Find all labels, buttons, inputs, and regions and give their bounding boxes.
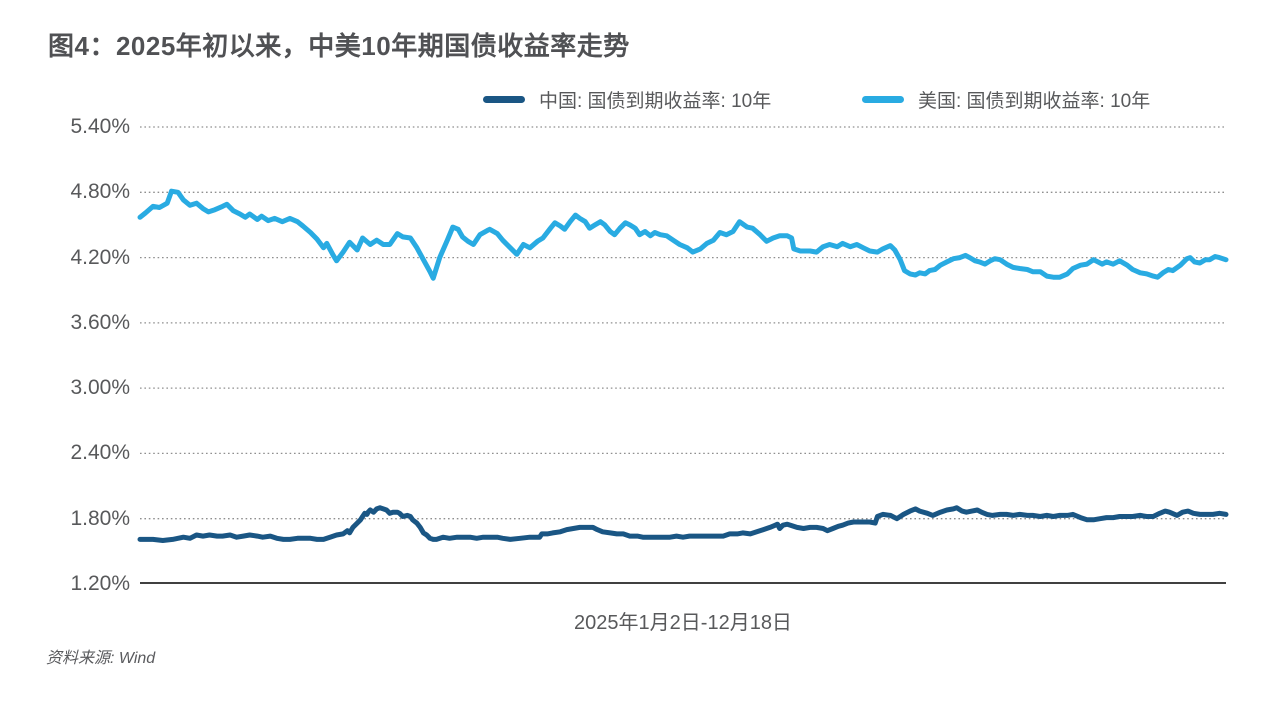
- page-title: 图4：2025年初以来，中美10年期国债收益率走势: [48, 31, 630, 61]
- x-axis-label: 2025年1月2日-12月18日: [574, 612, 792, 634]
- y-tick-label: 1.80%: [70, 506, 130, 530]
- legend-item-us: 美国: 国债到期收益率: 10年: [862, 87, 1151, 112]
- chart-plot-area: [137, 126, 1229, 584]
- line-chart-canvas: [137, 126, 1229, 584]
- legend-swatch-us-icon: [862, 95, 904, 103]
- legend-label-us: 美国: 国债到期收益率: 10年: [918, 90, 1151, 112]
- y-tick-label: 5.40%: [70, 115, 130, 138]
- y-axis-labels: 5.40% 4.80% 4.20% 3.60% 3.00% 2.40% 1.80…: [36, 115, 130, 595]
- y-tick-label: 1.20%: [70, 572, 130, 595]
- y-tick-label: 4.20%: [70, 245, 130, 269]
- legend-swatch-china-icon: [483, 95, 525, 103]
- y-tick-label: 2.40%: [70, 441, 130, 465]
- y-tick-label: 3.60%: [70, 310, 130, 334]
- legend-item-china: 中国: 国债到期收益率: 10年: [483, 87, 772, 112]
- source-note: 资料来源: Wind: [46, 650, 156, 667]
- y-tick-label: 3.00%: [70, 376, 130, 400]
- legend-label-china: 中国: 国债到期收益率: 10年: [539, 90, 772, 112]
- y-tick-label: 4.80%: [70, 180, 130, 204]
